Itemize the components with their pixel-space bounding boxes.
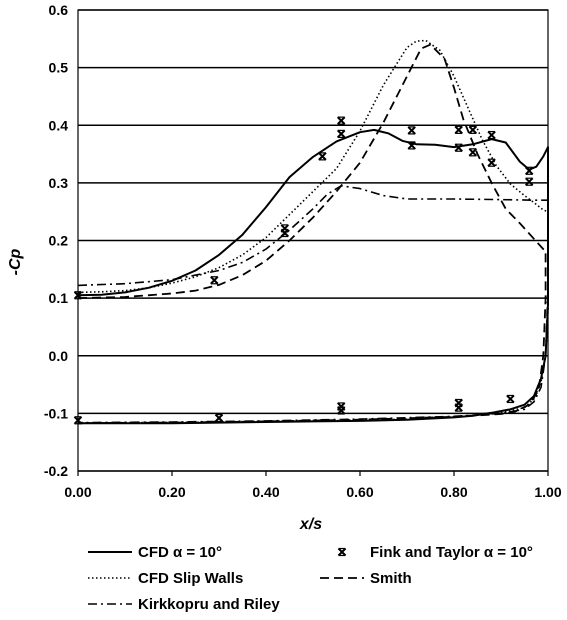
y-tick-label: 0.2 bbox=[49, 233, 69, 249]
y-tick-label: 0.1 bbox=[49, 290, 69, 306]
series-4-markers bbox=[73, 116, 534, 425]
y-tick-label: 0.4 bbox=[49, 117, 69, 133]
x-tick-label: 0.20 bbox=[158, 484, 185, 500]
data-point-marker bbox=[318, 152, 327, 161]
y-tick-label: 0.0 bbox=[49, 348, 69, 364]
data-point-marker bbox=[336, 129, 346, 139]
y-tick-label: 0.5 bbox=[49, 60, 69, 76]
series-3-line bbox=[77, 43, 547, 425]
data-point-marker bbox=[454, 403, 463, 412]
y-tick-label: -0.1 bbox=[44, 405, 68, 421]
y-axis-title: -Cp bbox=[7, 248, 24, 275]
gridlines bbox=[78, 9, 548, 472]
legend-item: CFD α = 10° bbox=[88, 544, 222, 561]
x-axis-title: x/s bbox=[299, 516, 322, 533]
data-point-marker bbox=[524, 177, 534, 186]
legend-item: Fink and Taylor α = 10° bbox=[337, 544, 533, 561]
legend-item: CFD Slip Walls bbox=[88, 570, 243, 587]
data-point-marker bbox=[468, 125, 478, 135]
data-point-marker bbox=[336, 116, 346, 125]
data-point-marker bbox=[468, 148, 478, 157]
y-tick-label: 0.3 bbox=[49, 175, 69, 191]
data-point-marker bbox=[454, 125, 463, 135]
series-2-line bbox=[77, 185, 549, 424]
legend-label: Smith bbox=[370, 570, 412, 587]
legend-label: CFD Slip Walls bbox=[138, 570, 243, 587]
data-point-marker bbox=[487, 130, 496, 140]
data-point-marker bbox=[524, 166, 534, 175]
legend: CFD α = 10° Fink and Taylor α = 10° CFD Sl… bbox=[88, 544, 533, 613]
x-tick-label: 0.00 bbox=[64, 484, 91, 500]
data-point-marker bbox=[407, 126, 416, 135]
data-point-marker bbox=[407, 141, 416, 150]
data-point-marker bbox=[337, 547, 347, 557]
legend-item: Smith bbox=[320, 570, 412, 587]
data-point-marker bbox=[210, 276, 219, 285]
data-point-marker bbox=[506, 394, 515, 404]
y-tick-label: -0.2 bbox=[44, 463, 68, 479]
x-tick-label: 1.00 bbox=[534, 484, 561, 500]
legend-label: CFD α = 10° bbox=[138, 544, 222, 561]
tick-labels: -0.2 -0.1 0.0 0.1 0.2 0.3 0.4 0.5 0.6 0.00 0.20 0.4… bbox=[44, 2, 562, 500]
x-tick-label: 0.40 bbox=[252, 484, 279, 500]
series-group bbox=[73, 39, 549, 425]
x-tick-label: 0.80 bbox=[440, 484, 467, 500]
data-point-marker bbox=[487, 158, 496, 167]
series-1-line bbox=[77, 39, 549, 424]
data-point-marker bbox=[454, 143, 463, 152]
y-tick-label: 0.6 bbox=[49, 2, 69, 18]
legend-item: Kirkkopru and Riley bbox=[88, 596, 280, 613]
data-point-marker bbox=[214, 413, 224, 423]
legend-label: Fink and Taylor α = 10° bbox=[370, 544, 533, 561]
plot-frame bbox=[77, 9, 549, 472]
data-point-marker bbox=[280, 224, 290, 233]
series-0-line bbox=[77, 128, 549, 425]
legend-label: Kirkkopru and Riley bbox=[138, 596, 280, 613]
data-point-marker bbox=[336, 406, 346, 415]
x-tick-label: 0.60 bbox=[346, 484, 373, 500]
